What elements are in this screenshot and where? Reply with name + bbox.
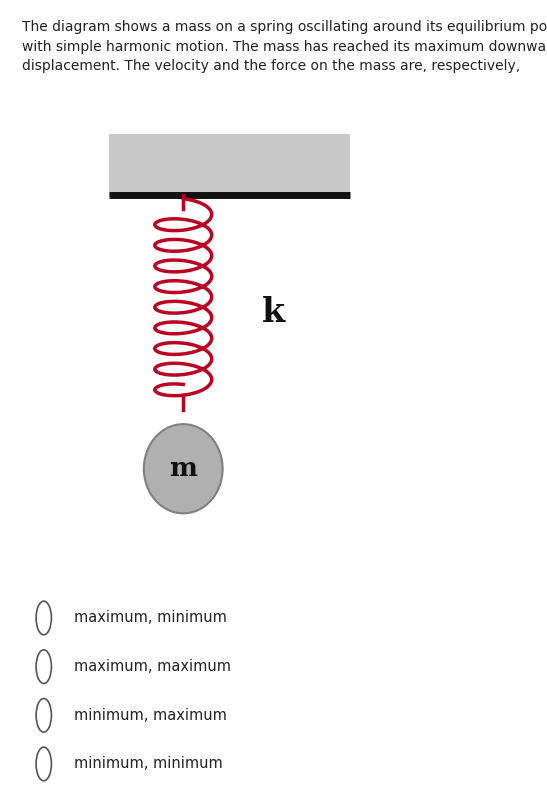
Text: The diagram shows a mass on a spring oscillating around its equilibrium point
wi: The diagram shows a mass on a spring osc… bbox=[22, 20, 547, 73]
Text: minimum, maximum: minimum, maximum bbox=[74, 708, 226, 723]
Text: k: k bbox=[262, 296, 285, 328]
Ellipse shape bbox=[36, 747, 51, 781]
Text: minimum, minimum: minimum, minimum bbox=[74, 757, 223, 771]
Ellipse shape bbox=[36, 698, 51, 732]
Ellipse shape bbox=[36, 650, 51, 684]
Ellipse shape bbox=[144, 424, 223, 513]
Text: m: m bbox=[169, 457, 197, 481]
Ellipse shape bbox=[36, 601, 51, 635]
Text: maximum, maximum: maximum, maximum bbox=[74, 659, 231, 674]
FancyBboxPatch shape bbox=[109, 134, 350, 195]
Text: maximum, minimum: maximum, minimum bbox=[74, 611, 226, 625]
